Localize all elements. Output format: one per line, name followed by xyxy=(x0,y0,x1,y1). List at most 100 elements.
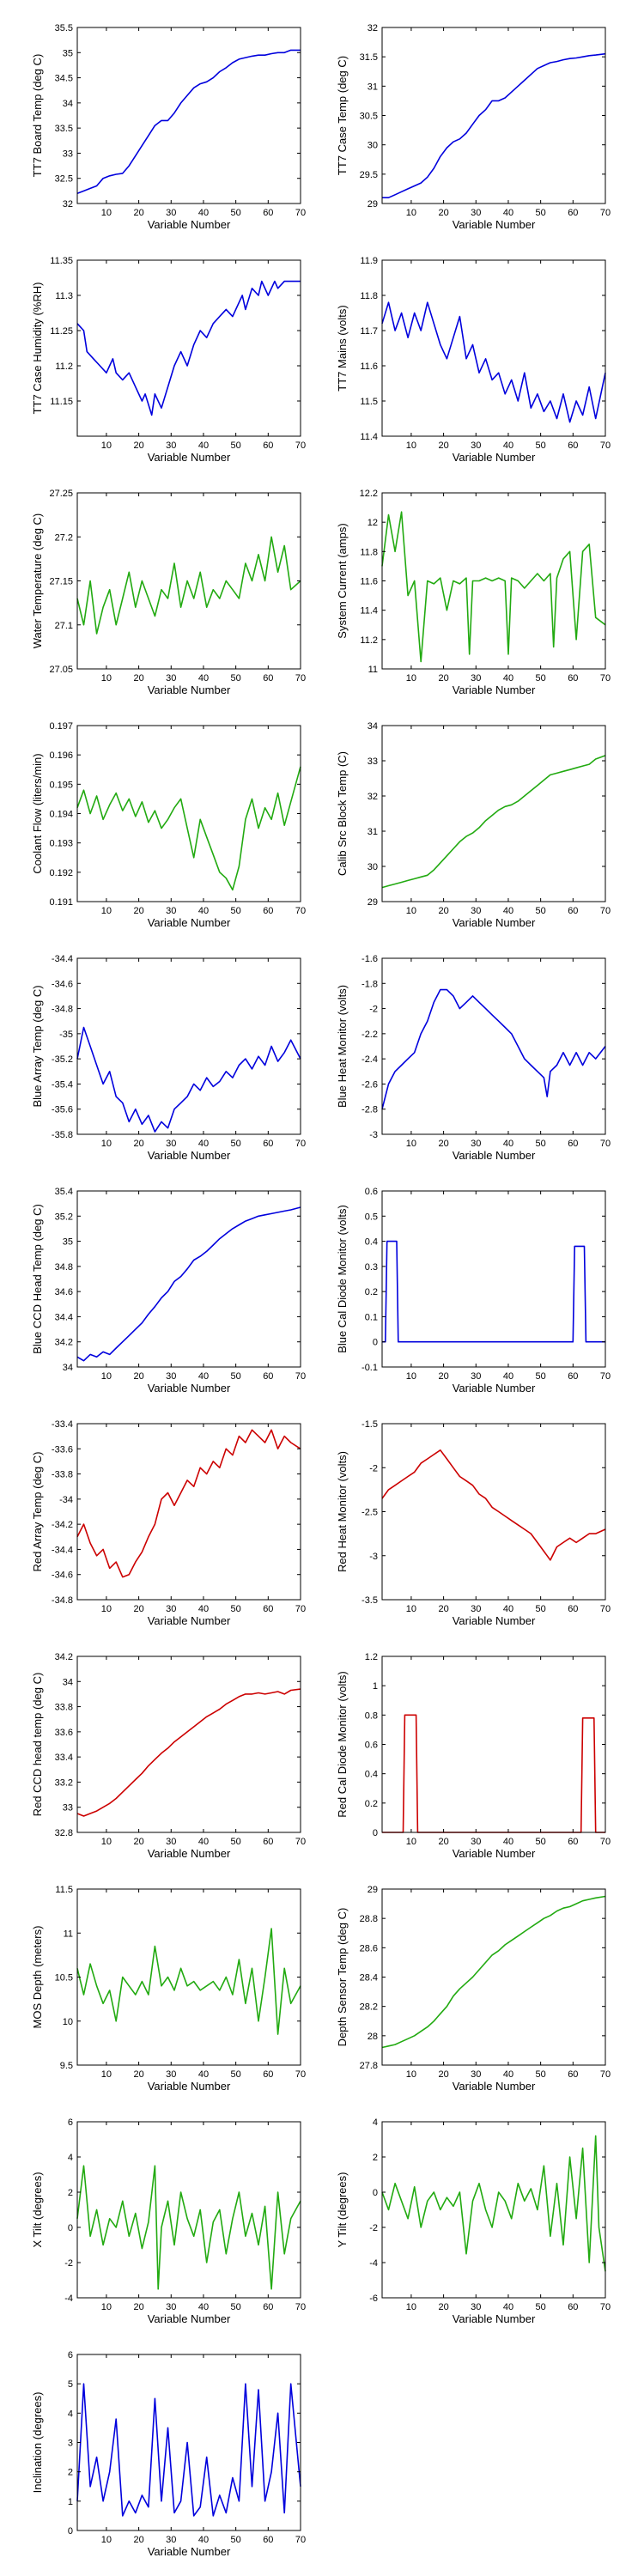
x-tick-label: 50 xyxy=(231,2069,241,2080)
x-axis-label: Variable Number xyxy=(453,916,536,929)
y-tick-label: -2.4 xyxy=(361,1054,378,1065)
x-tick-label: 30 xyxy=(471,1371,481,1382)
y-tick-label: 0.192 xyxy=(49,868,73,878)
y-tick-label: 33 xyxy=(63,1803,73,1814)
x-tick-label: 20 xyxy=(133,906,143,916)
x-tick-label: 60 xyxy=(568,1371,578,1382)
y-tick-label: 28.6 xyxy=(360,1943,378,1953)
x-tick-label: 20 xyxy=(133,208,143,218)
series-line xyxy=(76,536,301,635)
x-tick-label: 20 xyxy=(133,2302,143,2312)
y-tick-label: 29 xyxy=(368,199,378,210)
y-tick-label: 34 xyxy=(63,99,73,109)
plot-frame xyxy=(381,725,606,902)
x-tick-label: 50 xyxy=(231,1837,241,1847)
y-tick-label: 0.191 xyxy=(49,897,73,908)
x-tick-label: 60 xyxy=(568,673,578,683)
y-tick-label: 0.194 xyxy=(49,810,73,820)
y-tick-label: 4 xyxy=(373,2117,378,2128)
y-tick-label: 2 xyxy=(68,2468,73,2478)
y-axis-label: Coolant Flow (liters/min) xyxy=(31,753,44,873)
series-line xyxy=(76,1928,301,2035)
x-axis-label: Variable Number xyxy=(453,218,536,231)
x-axis-label: Variable Number xyxy=(148,916,231,929)
x-tick-label: 20 xyxy=(133,1371,143,1382)
y-tick-label: 34.2 xyxy=(55,1652,73,1662)
x-tick-label: 60 xyxy=(568,906,578,916)
y-tick-label: 34 xyxy=(63,1677,73,1687)
chart-panel-19: 10 20 30 40 50 60 70 -4 -2 0 2 4 6 Variable Number X T… xyxy=(31,2117,306,2325)
x-tick-label: 70 xyxy=(295,2069,306,2080)
y-tick-label: 12 xyxy=(368,518,378,528)
x-tick-label: 50 xyxy=(231,440,241,451)
series-line xyxy=(381,1449,606,1561)
y-tick-label: -4 xyxy=(64,2293,73,2304)
chart-panel-17: 10 20 30 40 50 60 70 9.5 10 10.5 11 11.5 Variable Nu… xyxy=(31,1885,306,2093)
y-tick-label: 4 xyxy=(68,2409,73,2419)
x-tick-label: 50 xyxy=(231,906,241,916)
y-tick-label: -34.8 xyxy=(52,1595,73,1606)
y-tick-label: 11 xyxy=(64,1929,73,1939)
x-tick-label: 40 xyxy=(198,1139,209,1149)
x-tick-label: 60 xyxy=(263,1837,273,1847)
chart-panel-1: 10 20 30 40 50 60 70 32 32.5 33 33.5 34 34.5 35 35.5 Va… xyxy=(31,23,306,231)
x-tick-label: 20 xyxy=(438,1837,448,1847)
y-tick-label: 35 xyxy=(63,1237,73,1248)
x-tick-label: 20 xyxy=(438,440,448,451)
x-tick-label: 10 xyxy=(101,906,112,916)
x-tick-label: 10 xyxy=(101,440,112,451)
series-line xyxy=(381,511,606,663)
y-tick-label: 27.25 xyxy=(49,489,73,499)
y-tick-label: 30 xyxy=(368,141,378,151)
x-tick-label: 40 xyxy=(198,2535,209,2545)
y-tick-label: 11.9 xyxy=(360,256,378,266)
x-tick-label: 50 xyxy=(536,673,546,683)
x-tick-label: 10 xyxy=(101,2535,112,2545)
x-tick-label: 40 xyxy=(198,2302,209,2312)
y-tick-label: 9.5 xyxy=(60,2061,73,2071)
x-tick-label: 40 xyxy=(198,440,209,451)
y-axis-label: X Tilt (degrees) xyxy=(31,2172,44,2247)
plot-frame xyxy=(381,259,606,437)
x-tick-label: 70 xyxy=(600,440,611,451)
x-tick-label: 10 xyxy=(101,2302,112,2312)
y-tick-label: 11.8 xyxy=(360,291,378,301)
x-tick-label: 60 xyxy=(568,1139,578,1149)
plot-frame xyxy=(381,2121,606,2299)
x-tick-label: 60 xyxy=(263,1371,273,1382)
y-tick-label: 0.6 xyxy=(365,1741,378,1751)
series-line xyxy=(381,1895,606,2049)
y-tick-label: 1 xyxy=(373,1681,378,1692)
y-tick-label: -35.4 xyxy=(52,1079,73,1090)
y-tick-label: -3.5 xyxy=(361,1595,378,1606)
x-tick-label: 40 xyxy=(198,1371,209,1382)
y-tick-label: 31 xyxy=(368,82,378,92)
x-tick-label: 50 xyxy=(536,1371,546,1382)
y-tick-label: 0.4 xyxy=(365,1770,378,1780)
x-tick-label: 70 xyxy=(600,1371,611,1382)
series-line xyxy=(381,2135,606,2272)
y-tick-label: -2.5 xyxy=(361,1508,378,1518)
x-tick-label: 60 xyxy=(263,208,273,218)
y-axis-label: Red Cal Diode Monitor (volts) xyxy=(336,1671,349,1818)
x-axis-label: Variable Number xyxy=(453,1382,536,1394)
series-line xyxy=(76,2165,301,2290)
x-tick-label: 20 xyxy=(438,1604,448,1614)
x-tick-label: 10 xyxy=(101,1604,112,1614)
plot-frame xyxy=(381,1190,606,1368)
x-tick-label: 40 xyxy=(198,1837,209,1847)
y-tick-label: 11.3 xyxy=(55,291,73,301)
series-line xyxy=(76,1429,301,1578)
y-tick-label: 33.6 xyxy=(55,1728,73,1738)
y-tick-label: 0.193 xyxy=(49,839,73,849)
y-tick-label: 11.4 xyxy=(360,432,378,442)
y-tick-label: 32 xyxy=(368,792,378,802)
x-tick-label: 10 xyxy=(101,1837,112,1847)
x-tick-label: 30 xyxy=(166,1837,176,1847)
x-tick-label: 10 xyxy=(101,208,112,218)
x-tick-label: 10 xyxy=(406,2302,416,2312)
series-line xyxy=(76,2383,301,2517)
y-tick-label: 0 xyxy=(373,1338,378,1348)
chart-panel-7: 10 20 30 40 50 60 70 0.191 0.192 0.193 0.194 0.195 0… xyxy=(31,721,306,929)
x-tick-label: 10 xyxy=(406,2069,416,2080)
